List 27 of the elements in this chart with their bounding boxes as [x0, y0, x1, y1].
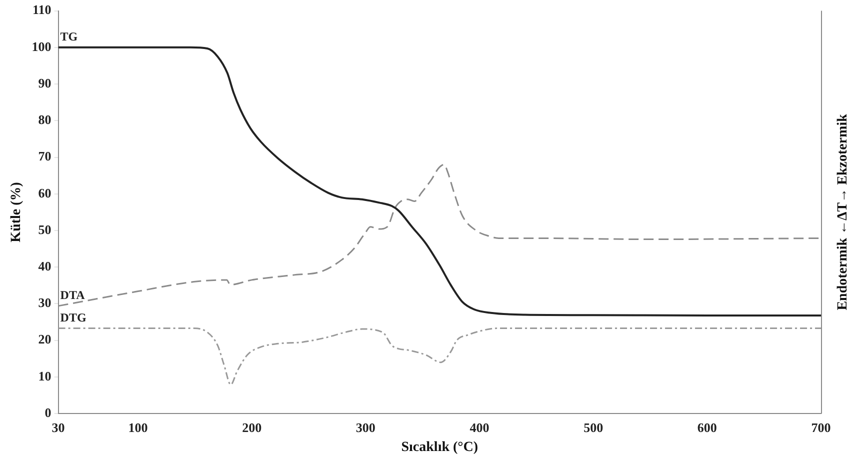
- y-tick-label: 10: [38, 368, 52, 384]
- y-tick-label: 100: [32, 38, 52, 54]
- x-tick-label: 400: [470, 420, 490, 435]
- x-axis-title: Sıcaklık (°C): [401, 440, 478, 456]
- series-label: TG: [60, 30, 78, 44]
- line-series: [58, 328, 821, 386]
- y-tick-label: 30: [38, 295, 52, 310]
- x-tick-label: 500: [584, 420, 604, 435]
- y-tick-label: 40: [38, 258, 52, 274]
- y2-axis-title: Endotermik ←ΔT→ Ekzotermik: [836, 114, 851, 310]
- x-tick-label: 30: [52, 420, 65, 435]
- x-tick-label: 200: [242, 420, 262, 435]
- series-label: DTA: [60, 288, 86, 302]
- y-tick-label: 110: [32, 2, 52, 18]
- x-tick-label: 600: [697, 420, 717, 435]
- x-tick-label: 100: [128, 420, 148, 435]
- y-tick-label: 20: [38, 332, 52, 347]
- y-tick-label: 90: [38, 75, 52, 90]
- y-tick-label: 60: [38, 185, 52, 200]
- x-tick-label: 700: [811, 420, 831, 435]
- y-tick-label: 80: [38, 112, 52, 128]
- y-axis-title: Kütle (%): [9, 182, 24, 242]
- y-tick-label: 50: [38, 222, 52, 237]
- x-tick-label: 300: [356, 420, 376, 435]
- y-tick-label: 70: [38, 148, 52, 164]
- series-label: DTG: [60, 310, 86, 324]
- y-tick-label: 0: [44, 404, 52, 420]
